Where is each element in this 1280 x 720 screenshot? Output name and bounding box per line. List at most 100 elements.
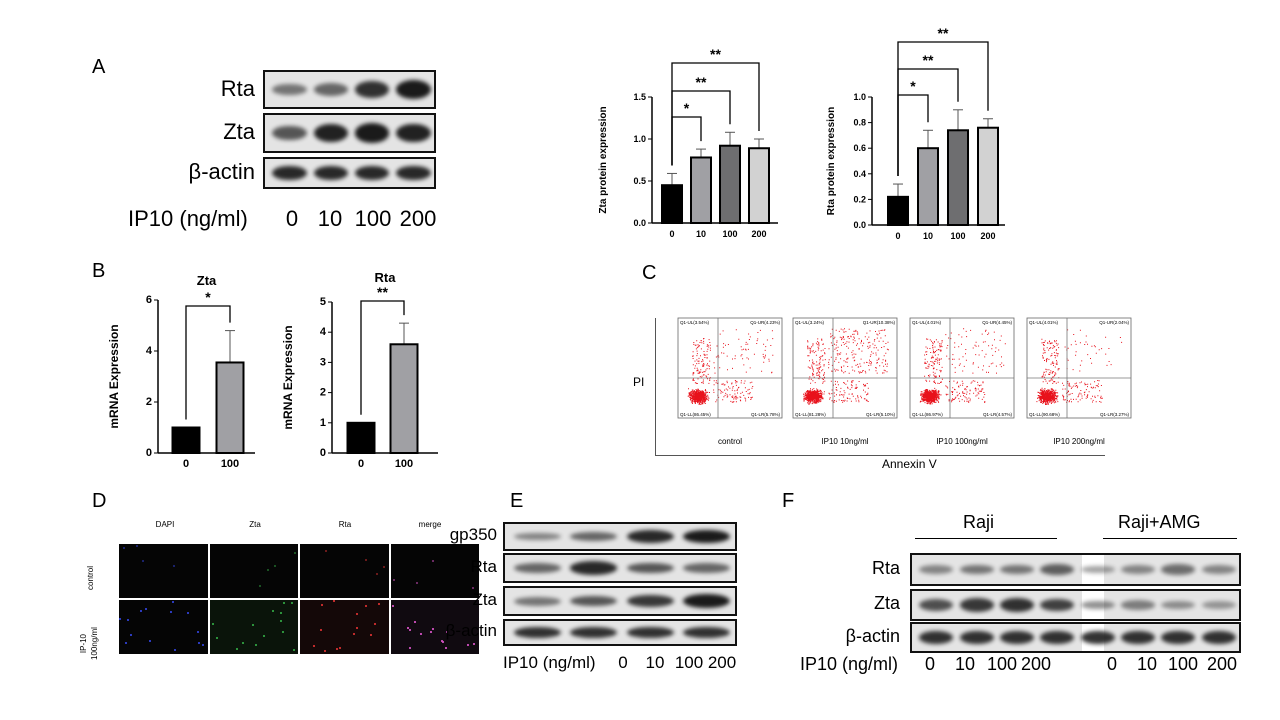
row-label-ip10: IP-10 100ng/ml (79, 627, 99, 660)
bar (171, 426, 201, 454)
group-line-raji-amg (1103, 538, 1237, 539)
protein-band (1121, 630, 1155, 645)
blot-label: β-actin (445, 621, 497, 640)
cell-dot (173, 648, 176, 651)
protein-band (1121, 565, 1155, 574)
protein-band (272, 165, 307, 181)
cell-dot (198, 642, 201, 645)
blot-label: Rta (871, 557, 900, 578)
cell-dot (119, 617, 122, 620)
y-axis-label: mRNA Expression (281, 325, 295, 429)
cell-dot (391, 604, 394, 607)
significance-label: * (684, 100, 690, 116)
fluorescence-image (389, 543, 480, 599)
quadrant-label: Q1-LL(81.28%) (795, 412, 826, 417)
significance-label: ** (377, 284, 388, 300)
panel-label-a: A (92, 56, 106, 78)
y-tick-label: 2 (146, 396, 152, 408)
blot-band-strip (910, 589, 1241, 621)
x-tick-label: 0 (669, 229, 674, 239)
quadrant-label: Q1-LL(90.68%) (1029, 412, 1060, 417)
x-tick-label: 100 (722, 229, 737, 239)
cell-dot (431, 559, 434, 562)
bar (215, 361, 245, 455)
protein-band (1121, 600, 1155, 610)
cell-dot (293, 648, 296, 651)
panel-label-f: F (782, 490, 795, 512)
y-tick-label: 0.0 (633, 218, 646, 228)
x-tick-label: 200 (980, 231, 995, 241)
y-tick-label: 0.8 (853, 118, 866, 128)
protein-band (513, 532, 561, 541)
protein-band (1201, 630, 1236, 645)
protein-band (396, 123, 431, 143)
cell-dot (272, 609, 275, 612)
cell-dot (140, 610, 143, 613)
plot-frame (677, 317, 783, 419)
cell-dot (252, 623, 255, 626)
flow-x-label: Annexin V (882, 457, 937, 471)
protein-band (1040, 563, 1075, 576)
cell-dot (282, 631, 285, 634)
bar (887, 195, 909, 226)
x-tick-label: 10 (696, 229, 706, 239)
y-axis-label: Rta protein expression (826, 107, 837, 215)
cell-dot (196, 631, 199, 634)
cell-dot (186, 611, 189, 614)
protein-band (272, 125, 307, 141)
protein-band (959, 598, 994, 612)
protein-band (1080, 630, 1115, 645)
y-tick-label: 4 (146, 345, 153, 357)
cell-dot (377, 602, 380, 605)
scatter-points (803, 328, 889, 405)
quadrant-label: Q1-LL(86.97%) (912, 412, 943, 417)
chart-title: Zta (197, 273, 217, 288)
cell-dot (282, 602, 285, 605)
blot-gap (1082, 591, 1104, 619)
quadrant-label: Q1-LR(3.27%) (1100, 412, 1130, 417)
cell-dot (236, 648, 239, 651)
protein-band (683, 563, 731, 573)
y-tick-label: 5 (320, 296, 326, 308)
flow-plot: Q1-UL(3.24%) Q1-UR(10.38%) Q1-LL(81.28%) Q1… (792, 317, 898, 446)
protein-band (919, 565, 954, 574)
dose-value: 100 (986, 654, 1018, 674)
protein-band (313, 123, 349, 143)
cell-dot (293, 551, 296, 554)
quadrant-label: Q1-LR(4.57%) (983, 412, 1013, 417)
quadrant-label: Q1-UL(4.01%) (1029, 320, 1059, 325)
cell-dot (432, 628, 435, 631)
scatter-points (919, 328, 1006, 405)
protein-band (513, 596, 561, 606)
blot-band-strip (503, 522, 737, 551)
blot-band-strip (503, 553, 737, 583)
cell-dot (320, 604, 323, 607)
panel-label-d: D (92, 490, 107, 512)
cell-dot (338, 647, 341, 650)
cell-dot (325, 550, 328, 553)
x-tick-label: 0 (358, 458, 364, 470)
y-tick-label: 0.2 (853, 194, 866, 204)
bar-chart-3: 0 1 2 3 4 5 0 100 ** mRNA Expression Rta (281, 270, 438, 470)
blot-label: Zta (472, 589, 497, 609)
blot-band-strip (263, 70, 436, 109)
cell-dot (312, 645, 315, 648)
cell-dot (123, 546, 126, 549)
panel-label-c: C (642, 262, 657, 284)
bar (977, 126, 999, 226)
y-tick-label: 0.6 (853, 143, 866, 153)
protein-band (1040, 598, 1075, 612)
cell-dot (430, 631, 432, 634)
blot-gap (1082, 555, 1104, 584)
column-header: DAPI (155, 520, 175, 529)
bar (389, 343, 419, 454)
blot-band-strip (263, 157, 436, 189)
quadrant-label: Q1-LR(5.78%) (751, 412, 781, 417)
significance-bracket (671, 62, 760, 166)
cell-dot (441, 641, 444, 644)
cell-dot (382, 566, 385, 569)
significance-bracket (360, 300, 405, 415)
bar-chart-2: 0 2 4 6 0 100 * mRNA Expression Zta (107, 273, 255, 470)
dose-value: 200 (707, 653, 737, 672)
